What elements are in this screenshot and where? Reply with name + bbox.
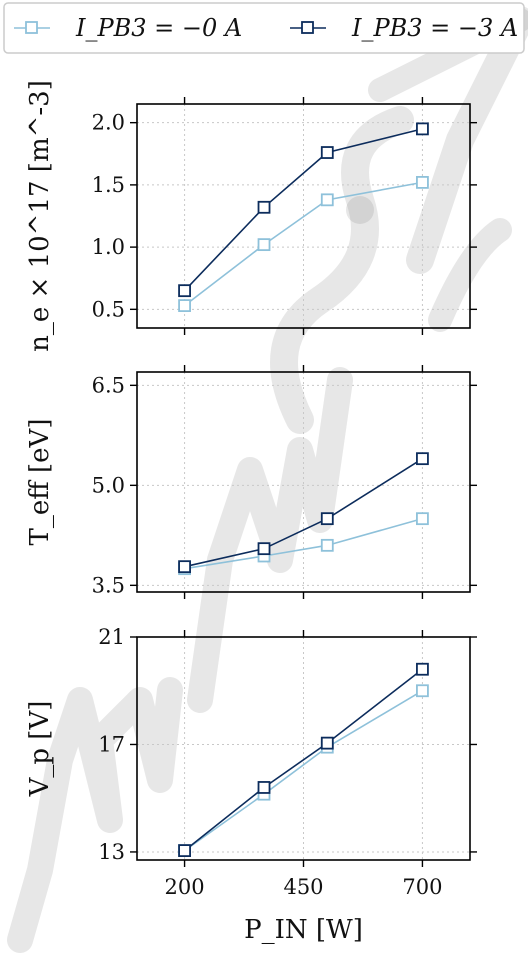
legend-entry-dark: I_PB3 = −3 A (290, 14, 518, 42)
series-line-light (184, 517, 423, 570)
panel-plasma-potential: 13 17 21 200 450 700 V_p [V] P_IN [W] (25, 625, 477, 945)
x-tick-label: 700 (402, 875, 442, 899)
x-tick-label: 450 (283, 875, 323, 899)
legend-label-light: I_PB3 = −0 A (75, 14, 242, 42)
data-point (257, 200, 271, 214)
data-point (257, 238, 271, 252)
legend-marker-dark (301, 21, 314, 34)
series-line-dark (183, 128, 423, 292)
y-tick-label: 21 (98, 625, 125, 649)
y-tick-label: 17 (98, 732, 125, 756)
data-point (320, 512, 334, 526)
series-line-dark (184, 668, 423, 852)
data-point (320, 193, 334, 207)
watermark-dot (346, 196, 374, 224)
x-tick-label: 200 (165, 875, 205, 899)
y-axis-label: n_e × 10^17 [m^-3] (25, 80, 55, 352)
y-tick-label: 2.0 (92, 111, 125, 135)
data-point (178, 284, 191, 298)
watermark-stroke (270, 106, 414, 434)
y-tick-label: 6.5 (92, 373, 125, 397)
data-point (416, 175, 429, 189)
data-point (416, 684, 429, 698)
legend-entry-light: I_PB3 = −0 A (14, 14, 242, 42)
y-tick-label: 1.0 (92, 235, 125, 259)
data-point (416, 122, 429, 136)
data-point (178, 299, 191, 313)
series-line-light (184, 181, 423, 307)
data-point (320, 146, 334, 159)
panel-effective-temperature: 3.5 5.0 6.5 T_eff [eV] (25, 365, 477, 599)
legend: I_PB3 = −0 A I_PB3 = −3 A (3, 2, 525, 54)
series-line-light (184, 690, 423, 852)
data-point (416, 452, 429, 466)
data-point (416, 662, 429, 676)
data-point (416, 512, 429, 526)
y-tick-label: 5.0 (92, 473, 125, 497)
data-point (178, 844, 191, 857)
y-axis-label: V_p [V] (25, 701, 55, 798)
data-point (257, 542, 271, 556)
legend-label-dark: I_PB3 = −3 A (351, 14, 518, 42)
data-point (320, 538, 334, 552)
data-point (320, 736, 334, 750)
y-tick-label: 0.5 (92, 297, 125, 321)
data-point (178, 560, 191, 574)
watermark-stroke (187, 367, 353, 713)
data-point (257, 781, 271, 794)
series-line-dark (184, 457, 423, 568)
y-tick-label: 1.5 (92, 173, 125, 197)
x-axis-label: P_IN [W] (244, 915, 363, 945)
y-tick-label: 3.5 (92, 573, 125, 597)
y-tick-label: 13 (98, 840, 125, 864)
y-axis-label: T_eff [eV] (25, 419, 55, 546)
legend-frame (3, 2, 525, 54)
watermark-stroke (7, 677, 183, 953)
legend-marker-light (25, 21, 38, 34)
panel-electron-density: 0.5 1.0 1.5 2.0 n_e × 10^17 [m^-3] (25, 80, 477, 352)
